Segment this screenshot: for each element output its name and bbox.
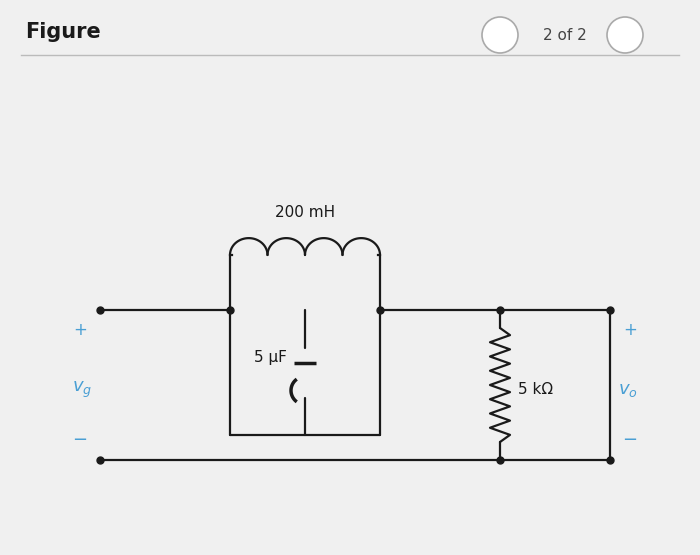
Text: −: − — [72, 431, 88, 449]
Text: <: < — [494, 28, 506, 43]
Circle shape — [482, 17, 518, 53]
Circle shape — [607, 17, 643, 53]
Text: $v_o$: $v_o$ — [618, 381, 638, 399]
Text: Figure: Figure — [25, 22, 101, 42]
Text: 5 kΩ: 5 kΩ — [518, 382, 553, 397]
Text: 2 of 2: 2 of 2 — [543, 28, 587, 43]
Text: >: > — [619, 28, 631, 43]
Text: $v_g$: $v_g$ — [72, 380, 92, 400]
Text: 200 mH: 200 mH — [275, 205, 335, 220]
Text: +: + — [623, 321, 637, 339]
Text: −: − — [622, 431, 638, 449]
Text: 5 μF: 5 μF — [254, 350, 287, 365]
Text: +: + — [73, 321, 87, 339]
